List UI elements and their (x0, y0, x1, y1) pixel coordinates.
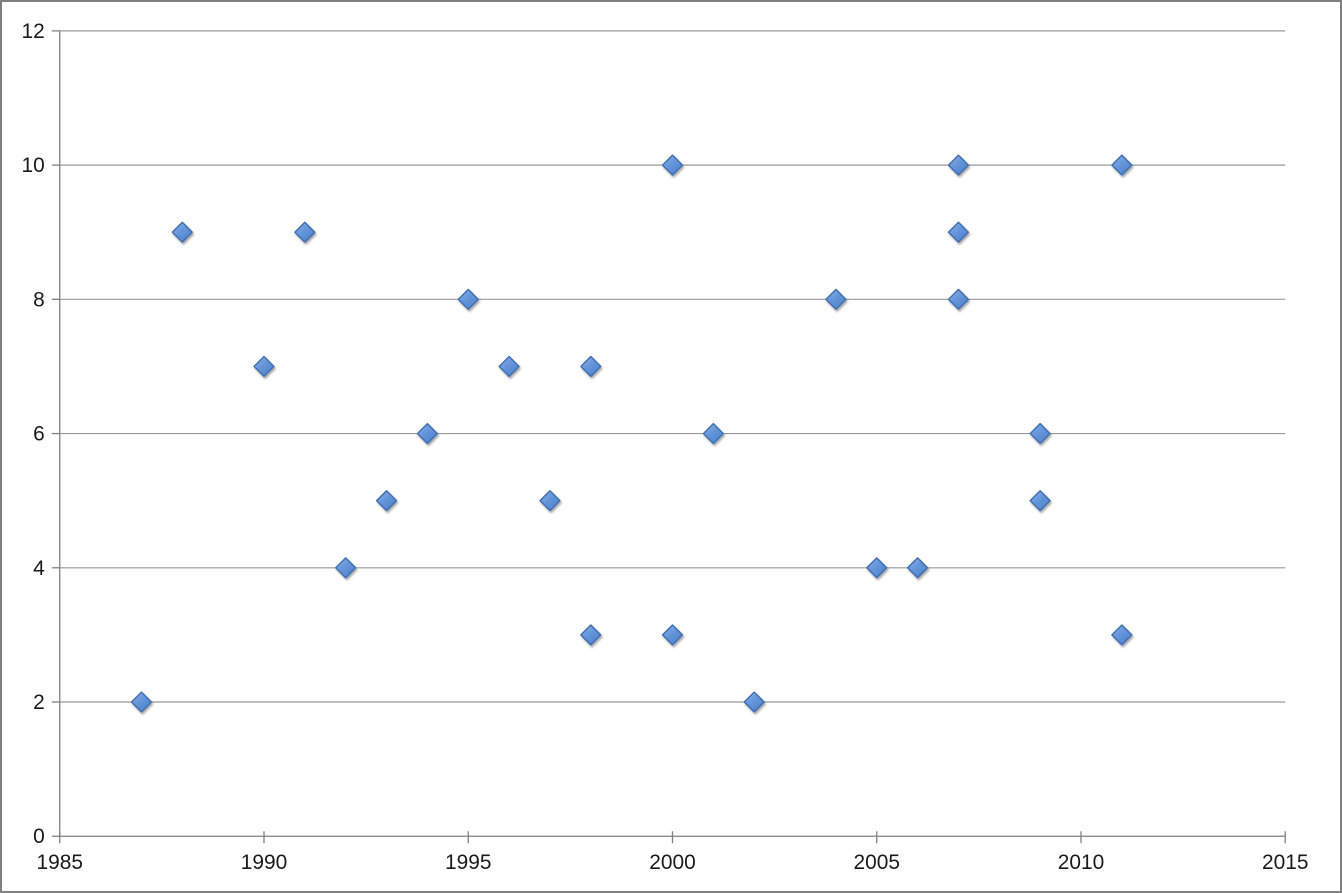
data-point (580, 624, 602, 646)
data-point (866, 557, 888, 579)
x-axis-tick-label: 2000 (649, 851, 695, 874)
x-axis-tick-label: 2010 (1058, 851, 1104, 874)
x-axis-tick-label: 1990 (241, 851, 287, 874)
y-axis-tick-label: 12 (22, 20, 45, 43)
x-axis-tick-label: 2015 (1262, 851, 1308, 874)
data-point (661, 154, 684, 176)
y-axis-tick-label: 6 (33, 423, 45, 446)
data-point (416, 422, 439, 445)
x-axis-tick-label: 2005 (853, 851, 899, 874)
data-point (539, 490, 561, 512)
data-point (457, 288, 479, 310)
data-point (335, 557, 357, 579)
data-point (1111, 154, 1133, 176)
data-point (906, 557, 929, 579)
y-axis-tick-label: 2 (33, 691, 45, 714)
x-axis-tick-label: 1985 (37, 851, 83, 874)
data-point (1111, 624, 1133, 646)
y-axis-tick-label: 10 (22, 154, 45, 177)
data-point (702, 422, 724, 445)
data-point (294, 221, 316, 243)
data-point (580, 355, 602, 378)
data-point (947, 288, 970, 310)
y-axis-tick-label: 8 (33, 288, 45, 311)
data-point (171, 221, 193, 243)
y-axis-tick-label: 0 (33, 825, 45, 848)
data-point (947, 154, 970, 176)
y-axis-tick-label: 4 (33, 557, 45, 580)
data-point (130, 691, 153, 713)
data-point (661, 624, 684, 646)
data-point (947, 221, 970, 243)
data-point (375, 490, 398, 512)
data-point (1029, 490, 1051, 512)
data-point (825, 288, 847, 310)
data-point (498, 355, 520, 378)
data-point (253, 355, 275, 378)
data-point (1029, 422, 1051, 445)
data-point (743, 691, 765, 713)
x-axis-tick-label: 1995 (445, 851, 491, 874)
